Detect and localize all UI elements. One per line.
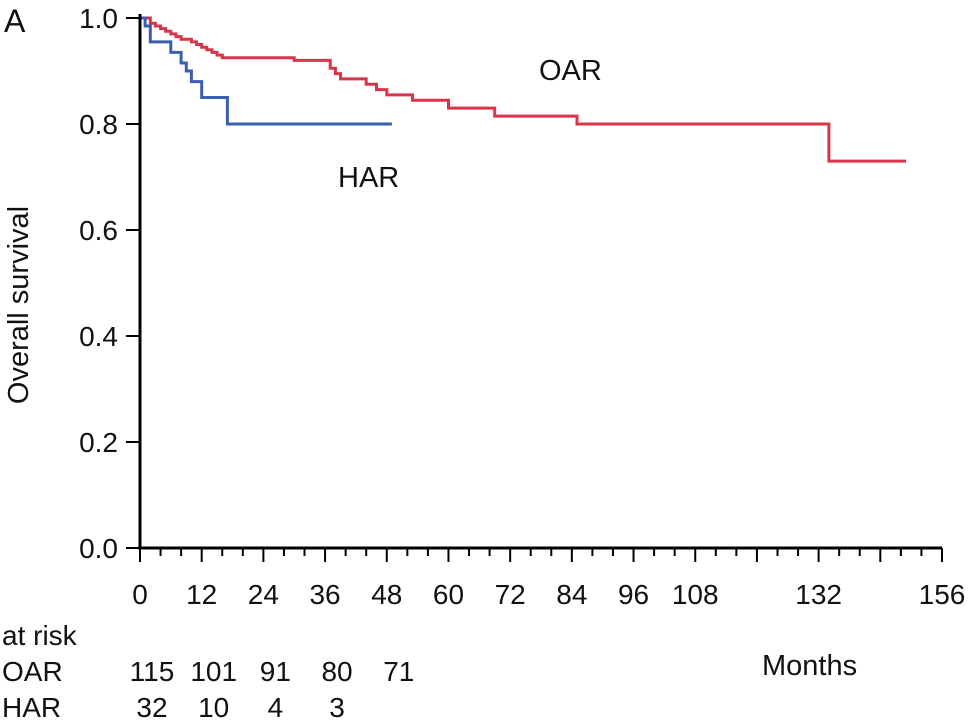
x-tick-label: 84	[556, 579, 587, 610]
at-risk-value: 101	[190, 656, 237, 687]
x-tick-label: 24	[248, 579, 279, 610]
x-tick-label: 132	[795, 579, 842, 610]
at-risk-value: 10	[198, 692, 229, 723]
y-tick-label: 0.4	[79, 321, 118, 352]
at-risk-value: 32	[136, 692, 167, 723]
at-risk-value: 71	[383, 656, 414, 687]
x-tick-label: 156	[919, 579, 966, 610]
x-tick-label: 96	[618, 579, 649, 610]
at-risk-oar-label: OAR	[2, 656, 63, 687]
oar-curve-label: OAR	[539, 55, 602, 87]
y-tick-group: 0.0 0.2 0.4 0.6 0.8 1.0	[79, 3, 140, 564]
at-risk-value: 4	[268, 692, 284, 723]
at-risk-values: 115 101 91 80 71 32 10 4 3	[130, 656, 415, 723]
y-tick-label: 0.8	[79, 109, 118, 140]
at-risk-value: 115	[130, 656, 175, 687]
y-tick-label: 1.0	[79, 3, 118, 34]
survival-curves	[140, 16, 906, 163]
at-risk-title: at risk	[2, 620, 78, 651]
at-risk-value: 91	[260, 656, 291, 687]
har-survival-curve	[140, 16, 392, 126]
x-tick-label: 0	[132, 579, 148, 610]
x-tick-label: 72	[495, 579, 526, 610]
y-axis-title: Overall survival	[3, 206, 35, 404]
x-axis-title: Months	[762, 650, 857, 682]
oar-survival-curve	[140, 16, 906, 163]
y-tick-label: 0.0	[79, 533, 118, 564]
x-tick-label: 48	[371, 579, 402, 610]
y-tick-label: 0.6	[79, 215, 118, 246]
at-risk-value: 80	[321, 656, 352, 687]
x-tick-label: 60	[433, 579, 464, 610]
at-risk-har-label: HAR	[2, 692, 61, 723]
at-risk-value: 3	[329, 692, 345, 723]
har-curve-label: HAR	[338, 162, 399, 194]
x-tick-label: 36	[309, 579, 340, 610]
panel-letter: A	[4, 3, 26, 39]
x-tick-label: 108	[672, 579, 719, 610]
x-tick-group: 0 12 24 36 48 60 72 84 96 108 132 156	[132, 548, 965, 610]
x-tick-label: 12	[186, 579, 217, 610]
y-tick-label: 0.2	[79, 427, 118, 458]
